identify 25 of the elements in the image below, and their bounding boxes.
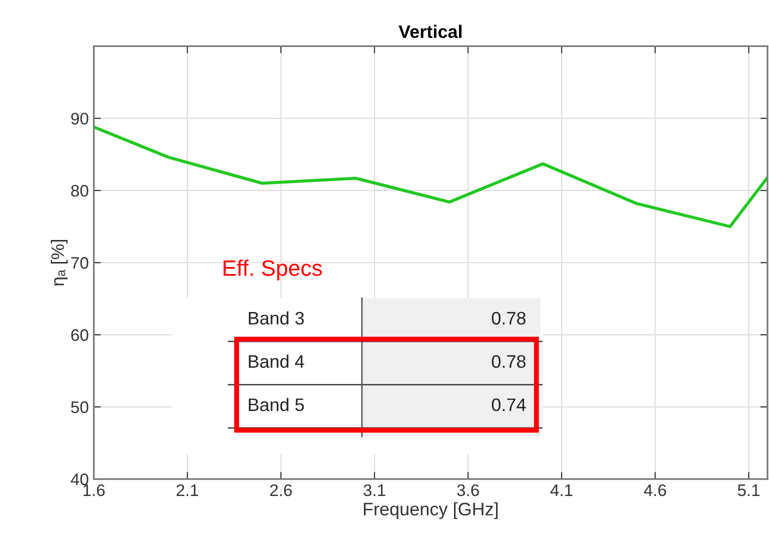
chart-title: Vertical — [398, 24, 462, 38]
annotation: Eff. Specs — [224, 260, 322, 280]
y-tick-label: 70 — [71, 257, 88, 269]
y-tick-label: 40 — [70, 473, 88, 486]
annotation: Band 3 — [248, 311, 304, 325]
annotation: 0.74 — [492, 398, 526, 412]
annotation: Band 4 — [248, 354, 304, 368]
x-tick-label: 5.1 — [738, 484, 760, 496]
line-series — [94, 125, 768, 228]
x-tick-label: 4.1 — [550, 484, 572, 496]
y-tick-label: 80 — [71, 184, 88, 197]
x-tick-label: 3.6 — [457, 484, 479, 496]
y-axis-title: ηₐ [%] — [50, 240, 68, 286]
annotation: 0.78 — [492, 312, 526, 325]
x-axis-title: Frequency [GHz] — [364, 502, 498, 520]
x-tick-label: 1.6 — [84, 484, 105, 496]
y-tick-label: 90 — [71, 112, 88, 125]
x-tick-label: 3.1 — [364, 484, 386, 496]
y-tick-label: 50 — [71, 401, 88, 414]
annotation: Band 5 — [248, 398, 304, 412]
x-tick-label: 4.6 — [644, 484, 666, 496]
x-tick-label: 2.1 — [176, 484, 198, 496]
annotation: 0.78 — [492, 355, 526, 368]
x-tick-label: 2.6 — [270, 484, 292, 496]
y-tick-label: 60 — [71, 329, 88, 341]
